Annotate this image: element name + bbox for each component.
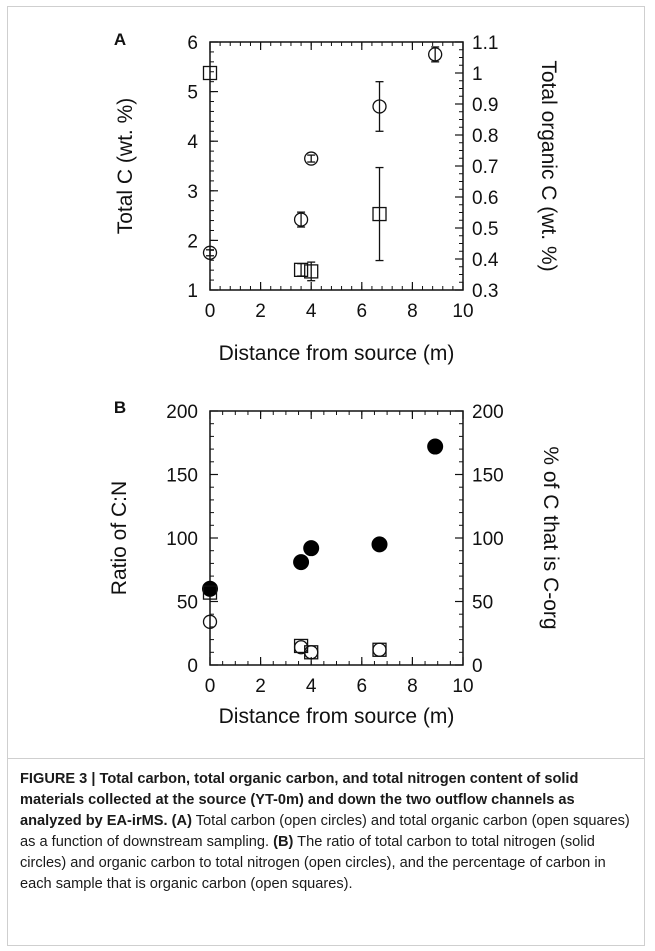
x-tick-label: 4: [306, 676, 317, 697]
y-right-tick-label: 0.8: [472, 126, 498, 147]
y-right-tick-label: 0.7: [472, 157, 498, 178]
x-tick-label: 10: [452, 301, 473, 322]
figure-charts: A0 2 4 6 8 101234560.30.40.50.60.70.80.911.1D…: [108, 30, 562, 728]
panel-label: A: [114, 30, 126, 49]
figure-frame: [7, 6, 645, 946]
data-point-solid-circle: [371, 536, 388, 553]
y-left-tick-label: 3: [187, 182, 198, 203]
y-left-tick-label: 200: [166, 402, 198, 423]
caption-b-label: (B): [273, 834, 294, 850]
data-point-open-square: [372, 206, 387, 222]
data-point-solid-circle: [202, 580, 218, 597]
y-right-axis-label: Total organic C (wt. %): [537, 60, 560, 271]
y-right-axis-label: % of C that is C-org: [539, 446, 562, 629]
plot-area-b: [209, 410, 464, 666]
caption-a-text: Total carbon (open circles) and total or…: [20, 813, 630, 850]
x-tick-label: 0: [205, 301, 216, 322]
y-right-tick-label: 0.3: [472, 281, 498, 302]
y-right-tick-label: 50: [472, 593, 493, 614]
data-point-open-square: [293, 262, 309, 278]
y-left-tick-label: 2: [187, 231, 198, 252]
y-left-tick-label: 1: [187, 281, 198, 302]
y-left-tick-label: 6: [187, 33, 198, 54]
y-left-tick-label: 100: [166, 529, 198, 550]
x-axis-label: Distance from source (m): [219, 342, 455, 365]
y-left-axis-label: Ratio of C:N: [108, 481, 131, 595]
y-right-tick-label: 1: [472, 64, 483, 85]
y-right-tick-label: 1.1: [472, 33, 498, 54]
x-tick-label: 0: [205, 676, 216, 697]
data-point-open-square: [202, 65, 218, 81]
x-tick-label: 6: [357, 676, 368, 697]
data-point-open-circle: [372, 99, 387, 114]
y-right-tick-label: 0.4: [472, 250, 499, 271]
y-right-tick-label: 0.5: [472, 219, 498, 240]
caption-title: FIGURE 3 | Total carbon, total organic c…: [20, 771, 579, 829]
caption-b-text: The ratio of total carbon to total nitro…: [20, 834, 606, 892]
data-point-open-circle: [304, 151, 319, 166]
y-left-tick-label: 0: [187, 656, 198, 677]
x-tick-label: 10: [452, 676, 473, 697]
data-point-solid-circle: [427, 438, 444, 455]
x-tick-label: 8: [407, 301, 418, 322]
data-point-open-circle: [372, 642, 387, 657]
data-point-open-circle: [293, 212, 309, 227]
data-point-solid-circle: [303, 540, 320, 557]
y-left-axis-label: Total C (wt. %): [114, 98, 137, 235]
data-point-open-square: [304, 645, 319, 660]
y-right-tick-label: 0: [472, 656, 483, 677]
data-point-open-circle: [428, 47, 443, 62]
caption-a-label: (A): [171, 813, 192, 829]
x-tick-label: 8: [407, 676, 418, 697]
y-left-tick-label: 50: [177, 593, 198, 614]
x-tick-label: 2: [255, 301, 266, 322]
y-left-tick-label: 5: [187, 83, 198, 104]
data-point-solid-circle: [293, 554, 310, 571]
y-left-tick-label: 150: [166, 466, 198, 487]
y-right-tick-label: 100: [472, 529, 504, 550]
panel-label: B: [114, 398, 126, 417]
data-point-open-circle: [202, 245, 218, 260]
data-point-open-square: [304, 264, 319, 279]
y-right-tick-label: 200: [472, 402, 504, 423]
figure-caption: FIGURE 3 | Total carbon, total organic c…: [20, 769, 640, 895]
x-tick-label: 2: [255, 676, 266, 697]
x-tick-label: 6: [357, 301, 368, 322]
plot-area-a: [209, 41, 464, 291]
data-point-open-square: [202, 585, 218, 600]
y-left-tick-label: 4: [187, 132, 198, 153]
data-point-open-square: [372, 642, 387, 657]
caption-separator: [7, 758, 645, 759]
data-point-open-circle: [202, 614, 218, 629]
x-tick-label: 4: [306, 301, 317, 322]
y-right-tick-label: 150: [472, 466, 504, 487]
y-right-tick-label: 0.9: [472, 95, 498, 116]
x-axis-label: Distance from source (m): [219, 705, 455, 728]
y-right-tick-label: 0.6: [472, 188, 498, 209]
